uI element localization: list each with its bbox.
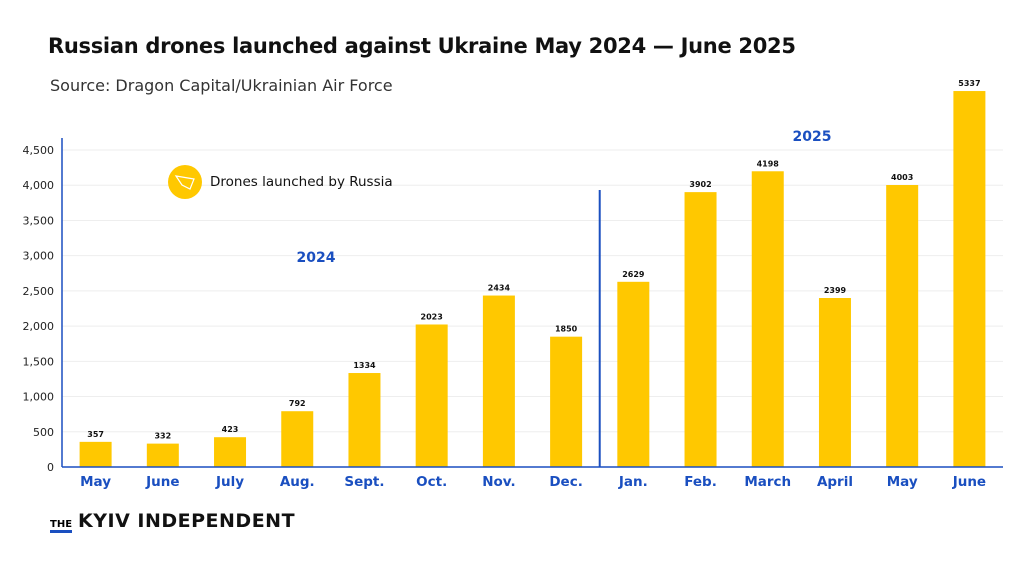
x-tick-label: Oct.: [416, 474, 447, 490]
x-tick-label: May: [80, 474, 111, 490]
bar: [953, 91, 986, 468]
bar: [550, 336, 583, 467]
data-label: 4198: [757, 159, 780, 168]
bar: [214, 437, 247, 467]
data-label: 5337: [958, 79, 980, 88]
data-label: 2629: [622, 270, 645, 279]
data-label: 2399: [824, 286, 847, 295]
x-tick-label: Dec.: [549, 474, 583, 490]
legend: Drones launched by Russia: [168, 165, 393, 199]
y-tick-label: 4,500: [23, 144, 55, 157]
x-tick-label: Aug.: [280, 474, 315, 490]
y-tick-label: 1,500: [23, 355, 55, 368]
y-tick-label: 4,000: [23, 179, 55, 192]
data-label: 1334: [353, 361, 376, 370]
bar: [482, 295, 515, 467]
bar: [79, 441, 112, 467]
drone-icon: [168, 165, 202, 199]
data-label: 792: [289, 399, 306, 408]
x-tick-label: Nov.: [482, 474, 515, 490]
chart-title: Russian drones launched against Ukraine …: [48, 34, 796, 58]
kyiv-independent-logo: THE KYIV INDEPENDENT: [50, 510, 295, 533]
bar: [146, 443, 179, 467]
x-tick-label: June: [952, 474, 986, 490]
year-label-2024: 2024: [297, 250, 336, 266]
data-label: 3902: [689, 180, 711, 189]
x-tick-label: July: [215, 474, 244, 490]
data-label: 423: [222, 425, 239, 434]
y-tick-label: 3,500: [23, 214, 55, 227]
x-tick-label: Jan.: [618, 474, 648, 490]
bar: [684, 192, 717, 467]
x-tick-label: April: [817, 474, 853, 490]
data-label: 357: [87, 430, 104, 439]
logo-the: THE: [50, 519, 73, 533]
data-label: 332: [154, 432, 171, 441]
x-tick-label: Sept.: [344, 474, 384, 490]
y-tick-label: 2,500: [23, 285, 55, 298]
legend-label: Drones launched by Russia: [210, 174, 393, 190]
year-label-2025: 2025: [793, 129, 832, 145]
data-label: 4003: [891, 173, 913, 182]
chart-subtitle: Source: Dragon Capital/Ukrainian Air For…: [50, 76, 393, 95]
bar: [886, 185, 919, 467]
bar: [617, 281, 650, 467]
bar: [348, 373, 381, 467]
x-tick-label: Feb.: [684, 474, 717, 490]
x-tick-label: May: [887, 474, 918, 490]
x-tick-label: June: [145, 474, 179, 490]
y-tick-label: 500: [33, 426, 54, 439]
bar: [415, 324, 448, 467]
logo-name: KYIV INDEPENDENT: [78, 510, 296, 532]
bar: [281, 411, 314, 467]
data-label: 1850: [555, 325, 578, 334]
data-label: 2023: [421, 312, 443, 321]
y-tick-label: 1,000: [23, 391, 55, 404]
y-tick-label: 0: [47, 461, 54, 474]
bar: [818, 298, 851, 467]
y-tick-label: 3,000: [23, 250, 55, 263]
data-label: 2434: [488, 284, 511, 293]
bar: [751, 171, 784, 467]
y-tick-label: 2,000: [23, 320, 55, 333]
x-tick-label: March: [744, 474, 791, 490]
